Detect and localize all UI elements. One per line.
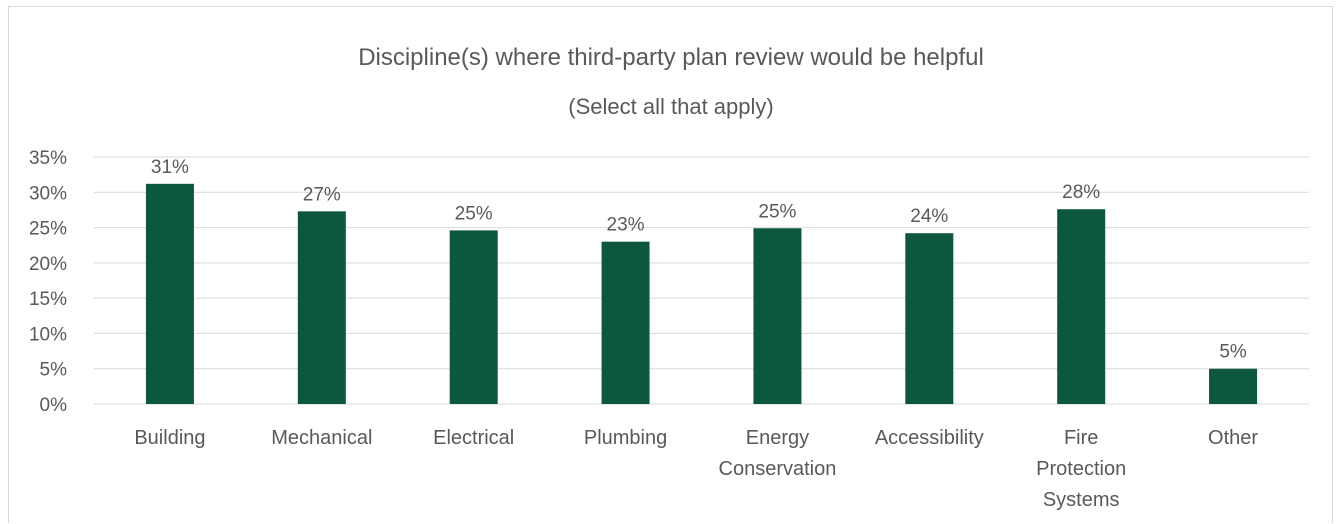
bar <box>1057 209 1106 404</box>
x-category-line: Other <box>1208 427 1258 449</box>
chart-title: Discipline(s) where third-party plan rev… <box>358 44 984 71</box>
x-category-line: Building <box>134 427 205 449</box>
y-tick-label: 5% <box>40 360 68 381</box>
bar <box>449 230 498 404</box>
x-category-label: Building <box>134 427 205 449</box>
x-category-label: Plumbing <box>584 427 667 449</box>
y-tick-label: 35% <box>29 148 67 169</box>
bars <box>145 183 1258 404</box>
y-tick-label: 25% <box>29 219 67 240</box>
data-label: 28% <box>1062 182 1100 203</box>
y-tick-label: 0% <box>40 395 68 416</box>
data-label: 25% <box>758 201 796 222</box>
data-label: 25% <box>455 203 493 224</box>
bar-chart: 31% 27% 25% 23% 25% 24% 28% 5% 0% 5% 10% 15% 20% 25%… <box>29 44 1309 511</box>
x-category-line: Conservation <box>719 458 837 480</box>
x-category-line: Plumbing <box>584 427 667 449</box>
data-labels: 31% 27% 25% 23% 25% 24% 28% 5% <box>151 157 1247 363</box>
y-tick-label: 20% <box>29 254 67 275</box>
bar <box>601 241 650 404</box>
bar <box>297 211 346 404</box>
data-label: 23% <box>607 215 645 236</box>
bar <box>753 228 802 404</box>
gridlines <box>94 156 1309 405</box>
x-category-label: Energy Conservation <box>719 427 837 480</box>
x-axis-categories: Building Mechanical Electrical Plumbing Ener… <box>134 427 1258 511</box>
y-tick-label: 10% <box>29 324 67 345</box>
y-axis-ticks: 0% 5% 10% 15% 20% 25% 30% 35% <box>29 148 67 416</box>
bar <box>1209 368 1258 404</box>
x-category-line: Electrical <box>433 427 514 449</box>
data-label: 24% <box>910 206 948 227</box>
y-tick-label: 15% <box>29 289 67 310</box>
x-category-label: Accessibility <box>875 427 984 449</box>
x-category-line: Mechanical <box>271 427 372 449</box>
x-category-line: Protection <box>1036 458 1126 480</box>
bar <box>905 233 954 404</box>
x-category-line: Fire <box>1064 427 1098 449</box>
data-label: 27% <box>303 184 341 205</box>
x-category-label: Electrical <box>433 427 514 449</box>
x-category-label: Fire Protection Systems <box>1036 427 1126 511</box>
data-label: 5% <box>1219 342 1247 363</box>
x-category-line: Systems <box>1043 489 1120 511</box>
x-category-label: Mechanical <box>271 427 372 449</box>
data-label: 31% <box>151 157 189 178</box>
chart-subtitle: (Select all that apply) <box>568 94 773 119</box>
chart-frame: 31% 27% 25% 23% 25% 24% 28% 5% 0% 5% 10% 15% 20% 25%… <box>8 6 1333 523</box>
bar <box>145 183 194 404</box>
x-category-label: Other <box>1208 427 1258 449</box>
y-tick-label: 30% <box>29 183 67 204</box>
x-category-line: Energy <box>746 427 809 449</box>
x-category-line: Accessibility <box>875 427 984 449</box>
